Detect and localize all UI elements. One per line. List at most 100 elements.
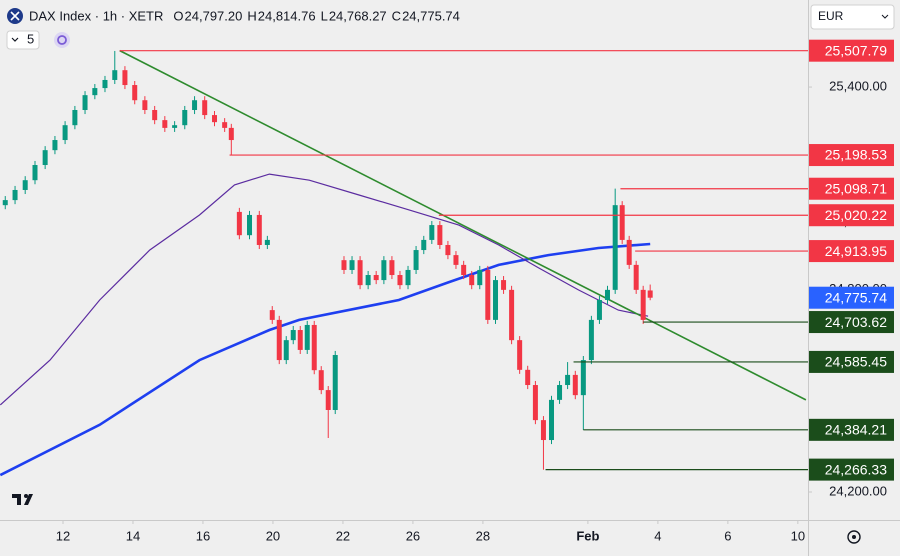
- line-series: [119, 49, 807, 401]
- refresh-button[interactable]: [54, 32, 70, 48]
- x-tick-label: 22: [336, 528, 350, 543]
- ohlc-value: 24,768.27: [329, 8, 387, 23]
- candle-body: [228, 127, 234, 141]
- candle-body: [222, 122, 228, 128]
- candle-body: [142, 100, 148, 111]
- indicator-toggle[interactable]: [6, 30, 40, 50]
- candle-body: [290, 330, 296, 341]
- candle-body: [122, 70, 128, 86]
- x-tick-label: 28: [476, 528, 490, 543]
- x-tick-label: 26: [406, 528, 420, 543]
- level-label: 25,198.53: [825, 147, 887, 163]
- candle-body: [640, 289, 646, 320]
- candle-body: [626, 239, 632, 265]
- candle-body: [72, 110, 78, 126]
- candle-body: [62, 125, 68, 141]
- candle-body: [565, 374, 571, 386]
- candle-body: [304, 324, 310, 350]
- candle-body: [152, 110, 158, 121]
- candle-body: [548, 399, 554, 441]
- candle-body: [102, 79, 108, 89]
- candle-body: [202, 100, 208, 116]
- candle-body: [647, 290, 653, 298]
- indicator-count: 5: [27, 31, 34, 46]
- candle-body: [132, 85, 138, 101]
- candle-body: [413, 250, 419, 270]
- logo-dot: [24, 494, 28, 498]
- ohlc-key: O: [173, 8, 183, 23]
- level-label-box: [809, 39, 894, 62]
- candle-body: [332, 354, 338, 410]
- candle-body: [2, 200, 8, 206]
- candle-body: [604, 289, 610, 300]
- symbol-icon-mark: [10, 11, 20, 21]
- symbol-title: DAX Index · 1h · XETR: [29, 8, 163, 23]
- candle-body: [540, 420, 546, 441]
- settings-button[interactable]: [847, 530, 861, 544]
- currency-dropdown[interactable]: [810, 4, 895, 30]
- candle-body: [112, 70, 118, 80]
- level-label: 25,020.22: [825, 207, 887, 223]
- x-tick-label: Feb: [576, 528, 599, 543]
- candle-body: [247, 214, 253, 236]
- ohlc-key: H: [247, 8, 256, 23]
- candle-body: [256, 214, 262, 245]
- candle-body: [633, 264, 639, 290]
- header: DAX Index · 1h · XETR 5 EUR O 24,797.20 H 2…: [6, 4, 895, 50]
- x-tick-label: 16: [196, 528, 210, 543]
- line-series: [0, 242, 651, 477]
- candle-body: [429, 225, 435, 240]
- level-label-box: [809, 144, 894, 167]
- line-series: [0, 173, 649, 406]
- x-tick-label: 12: [56, 528, 70, 543]
- dropdown-chevron: [881, 14, 889, 19]
- level-label-box: [809, 350, 894, 373]
- level-label: 24,913.95: [825, 243, 887, 259]
- candle-body: [373, 275, 379, 281]
- y-tick-label: 25,400.00: [829, 78, 887, 93]
- candle-body: [325, 390, 331, 410]
- candle-body: [341, 260, 347, 270]
- candle-body: [397, 275, 403, 286]
- level-label: 25,507.79: [825, 42, 887, 58]
- last-price-label: 24,775.74: [825, 289, 887, 305]
- candle-body: [532, 385, 538, 421]
- candle-body: [32, 165, 38, 181]
- candle-body: [596, 299, 602, 320]
- candle-body: [42, 150, 48, 166]
- level-label-box: [809, 311, 894, 334]
- candle-body: [365, 275, 371, 286]
- currency-label: EUR: [818, 9, 844, 23]
- level-label-box: [809, 204, 894, 227]
- candle-body: [389, 260, 395, 276]
- candle-body: [192, 100, 198, 111]
- axes: 24,200.0024,400.0024,600.0024,800.0025,0…: [56, 39, 894, 543]
- ohlc-key: L: [321, 8, 328, 23]
- candle-body: [469, 275, 475, 286]
- candle-body: [485, 269, 491, 320]
- tradingview-logo: [12, 494, 33, 505]
- plot-area: [0, 49, 808, 477]
- ohlc-value: 24,797.20: [185, 8, 243, 23]
- candle-body: [236, 211, 242, 236]
- candle-body: [612, 205, 618, 290]
- level-label: 24,266.33: [825, 461, 887, 477]
- candle-body: [557, 385, 563, 400]
- candle-body: [212, 115, 218, 123]
- level-label-box: [809, 458, 894, 481]
- candle-body: [12, 189, 18, 201]
- candle-body: [349, 260, 355, 270]
- candle-body: [405, 269, 411, 286]
- candle-body: [264, 239, 270, 245]
- settings-icon-dot: [852, 535, 856, 539]
- candle-body: [461, 264, 467, 276]
- y-tick-label: 24,200.00: [829, 483, 887, 498]
- ohlc-value: 24,814.76: [258, 8, 316, 23]
- candle-body: [477, 269, 483, 286]
- x-tick-label: 20: [266, 528, 280, 543]
- candle-body: [22, 180, 28, 190]
- level-label: 24,703.62: [825, 314, 887, 330]
